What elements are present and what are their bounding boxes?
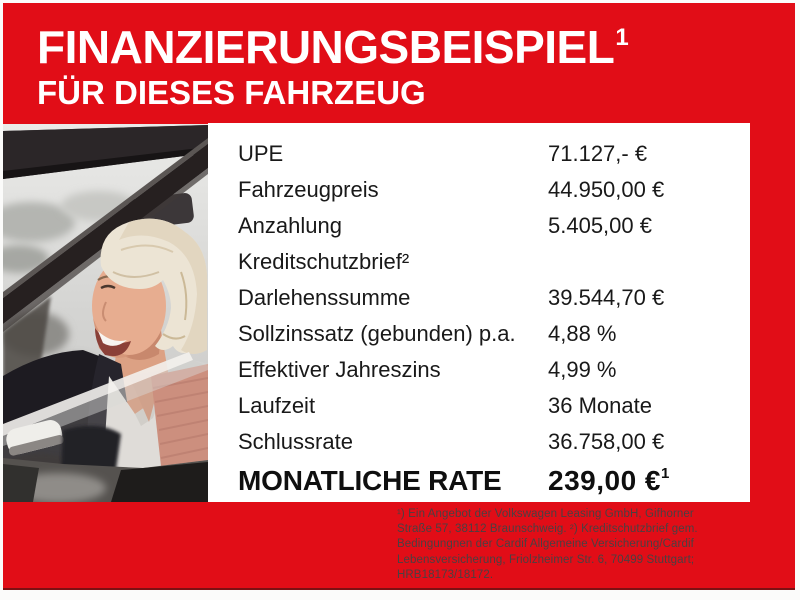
footnote-line: Straße 57, 38112 Braunschweig. ²) Kredit… <box>397 523 698 536</box>
table-row: Fahrzeugpreis 44.950,00 € <box>238 172 743 208</box>
car-photo <box>3 124 208 502</box>
table-row: Anzahlung 5.405,00 € <box>238 208 743 244</box>
row-label: Fahrzeugpreis <box>238 177 379 202</box>
monthly-rate-footnote-marker: 1 <box>661 464 670 482</box>
table-row: Effektiver Jahreszins 4,99 % <box>238 352 743 388</box>
row-label: Effektiver Jahreszins <box>238 357 441 382</box>
row-label: Schlussrate <box>238 429 353 454</box>
footnote-line: Lebensversicherung, Friolzheimer Str. 6,… <box>397 553 695 566</box>
row-label: Laufzeit <box>238 393 316 418</box>
headline-footnote-marker: 1 <box>615 23 629 51</box>
financing-panel: UPE 71.127,- € Fahrzeugpreis 44.950,00 €… <box>208 123 750 502</box>
row-value: 5.405,00 € <box>548 213 652 238</box>
row-value <box>548 244 743 280</box>
footnote-line: ¹) Ein Angebot der Volkswagen Leasing Gm… <box>397 508 694 520</box>
footnote-line: HRB18173/18172. <box>397 568 494 581</box>
row-value: 4,88 % <box>548 321 617 346</box>
monthly-rate-value: 239,00 €1 <box>548 464 670 496</box>
table-row: Sollzinssatz (gebunden) p.a. 4,88 % <box>238 316 743 352</box>
red-background: FINANZIERUNGSBEISPIEL1 FÜR DIESES FAHRZE… <box>3 3 795 590</box>
row-value: 4,99 % <box>548 357 617 382</box>
footnote-line: Bedingungnen der Cardif Allgemeine Versi… <box>397 538 694 551</box>
row-label: UPE <box>238 141 284 166</box>
row-label: Sollzinssatz (gebunden) p.a. <box>238 321 516 346</box>
table-row: Laufzeit 36 Monate <box>238 388 743 424</box>
row-value: 36.758,00 € <box>548 429 665 454</box>
financing-table-body: UPE 71.127,- € Fahrzeugpreis 44.950,00 €… <box>238 136 743 460</box>
row-value: 71.127,- € <box>548 141 648 166</box>
row-label: Darlehenssumme <box>238 285 411 310</box>
subheadline: FÜR DIESES FAHRZEUG <box>37 74 426 111</box>
table-row: Kreditschutzbrief² <box>238 244 743 280</box>
table-row: Darlehenssumme 39.544,70 € <box>238 280 743 316</box>
table-row: Schlussrate 36.758,00 € <box>238 424 743 460</box>
row-label: Kreditschutzbrief² <box>238 249 410 274</box>
monthly-rate-label: MONATLICHE RATE <box>238 465 502 496</box>
row-value: 44.950,00 € <box>548 177 665 202</box>
footnote: ¹) Ein Angebot der Volkswagen Leasing Gm… <box>397 507 753 583</box>
headline: FINANZIERUNGSBEISPIEL1 <box>37 20 629 74</box>
row-label: Anzahlung <box>238 213 342 238</box>
table-row: UPE 71.127,- € <box>238 136 743 172</box>
monthly-rate-row: MONATLICHE RATE 239,00 €1 <box>238 460 743 502</box>
row-value: 36 Monate <box>548 393 652 418</box>
financing-table: UPE 71.127,- € Fahrzeugpreis 44.950,00 €… <box>238 136 743 502</box>
car-photo-illustration <box>3 124 208 502</box>
row-value: 39.544,70 € <box>548 285 665 310</box>
headline-text: FINANZIERUNGSBEISPIEL <box>37 21 615 73</box>
